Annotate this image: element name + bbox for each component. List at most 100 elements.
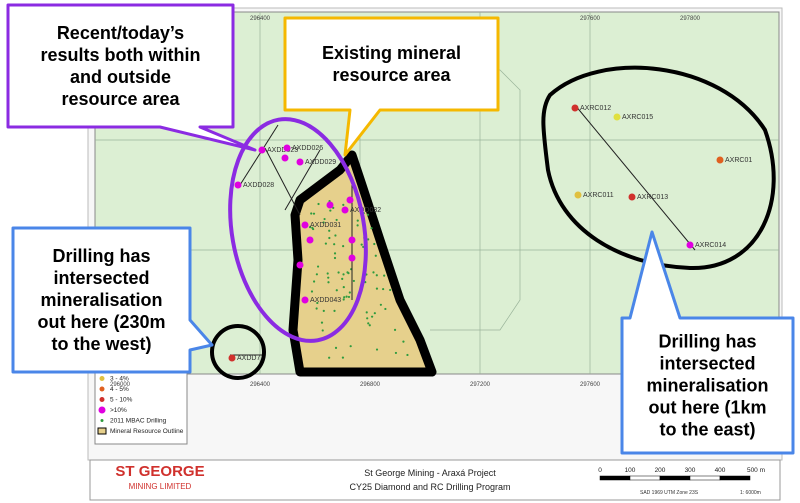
scale-label: 300 bbox=[685, 467, 696, 474]
mbac-hole bbox=[393, 328, 397, 332]
mbac-hole bbox=[310, 290, 314, 293]
mbac-hole bbox=[342, 203, 345, 206]
callout-text: intersected bbox=[659, 354, 755, 374]
scale-segment bbox=[659, 475, 691, 481]
recent-results-ring bbox=[228, 117, 368, 343]
mbac-hole bbox=[379, 303, 382, 306]
mbac-hole bbox=[321, 329, 324, 332]
mbac-hole bbox=[312, 280, 316, 283]
callout-box bbox=[283, 16, 500, 157]
title: St George Mining - Araxá Project bbox=[364, 468, 496, 478]
legend-label: 5 - 10% bbox=[110, 397, 133, 404]
drill-collar bbox=[301, 296, 309, 304]
mbac-hole bbox=[335, 289, 338, 292]
mbac-hole bbox=[349, 345, 352, 348]
mbac-hole bbox=[329, 209, 332, 212]
east-ring bbox=[541, 65, 776, 271]
mbac-hole bbox=[356, 224, 359, 227]
mbac-hole bbox=[348, 291, 351, 294]
callout-text: Recent/today’s bbox=[57, 23, 184, 43]
scale-bar: 0 100 200 300 400 500 m bbox=[598, 467, 765, 481]
mbac-hole bbox=[394, 351, 398, 355]
drill-collar bbox=[346, 196, 354, 204]
legend-symbol bbox=[99, 376, 105, 381]
mbac-hole bbox=[326, 272, 329, 275]
mbac-hole bbox=[334, 346, 338, 349]
bottom-tick: 296000 bbox=[110, 382, 131, 388]
mbac-hole bbox=[370, 315, 374, 318]
mbac-hole bbox=[312, 212, 316, 215]
callout-text: out here (1km bbox=[648, 398, 766, 418]
drill-collar bbox=[306, 236, 314, 244]
callout-text: resource area bbox=[332, 65, 451, 85]
legend-symbol bbox=[100, 419, 104, 422]
legend-symbol bbox=[99, 386, 105, 392]
legend-symbol bbox=[97, 427, 107, 435]
logo: ST GEORGE bbox=[115, 463, 204, 480]
hole-label: AXDD043 bbox=[310, 297, 341, 304]
callout-box bbox=[620, 230, 795, 455]
mbac-hole bbox=[366, 317, 369, 320]
scale-label: 0 bbox=[598, 467, 602, 474]
drill-collar bbox=[574, 191, 582, 199]
mbac-hole bbox=[317, 202, 320, 206]
top-tick: 296400 bbox=[250, 16, 271, 22]
mbac-hole bbox=[362, 245, 365, 249]
mbac-hole bbox=[384, 307, 387, 311]
ratio: 1: 6000m bbox=[740, 490, 761, 496]
drill-collar bbox=[234, 181, 242, 189]
drill-collar bbox=[283, 144, 291, 152]
mbac-hole bbox=[342, 298, 345, 301]
bottom-tick: 297600 bbox=[580, 382, 601, 388]
mbac-hole bbox=[310, 212, 313, 215]
west-ring bbox=[210, 324, 266, 380]
mbac-hole bbox=[328, 356, 331, 359]
mbac-hole bbox=[373, 242, 376, 246]
callout-text: to the west) bbox=[51, 334, 151, 354]
drill-collar bbox=[613, 113, 621, 121]
top-tick: 297600 bbox=[580, 16, 601, 22]
drill-collar bbox=[571, 104, 579, 112]
mbac-hole bbox=[322, 221, 325, 224]
mbac-hole bbox=[316, 301, 319, 305]
legend-label: 2011 MBAC Drilling bbox=[110, 418, 167, 425]
callout-box bbox=[11, 226, 214, 374]
callout-text: Existing mineral bbox=[322, 43, 461, 63]
mbac-hole bbox=[342, 286, 345, 289]
hole-label: AXDD028 bbox=[243, 182, 274, 189]
mbac-hole bbox=[337, 271, 340, 274]
mbac-hole bbox=[375, 348, 379, 351]
mbac-hole bbox=[347, 295, 351, 299]
callout-text: Drilling has bbox=[52, 246, 150, 266]
callout-text: mineralisation bbox=[646, 376, 768, 396]
mbac-hole bbox=[341, 356, 345, 359]
datum: SAD 1969 UTM Zone 23S bbox=[640, 490, 699, 496]
callout-text: results both within bbox=[41, 45, 201, 65]
mbac-hole bbox=[323, 217, 326, 221]
hole-label: AXRC013 bbox=[637, 194, 668, 201]
mbac-hole bbox=[341, 277, 344, 280]
scale-label: 500 m bbox=[747, 467, 765, 474]
drill-collar bbox=[326, 201, 334, 209]
scale-label: 200 bbox=[655, 467, 666, 474]
mbac-hole bbox=[374, 254, 377, 257]
mbac-hole bbox=[360, 243, 363, 246]
mbac-hole bbox=[327, 276, 330, 279]
mbac-hole bbox=[346, 271, 349, 274]
mbac-hole bbox=[352, 279, 355, 283]
legend-label: 3 - 4% bbox=[110, 376, 129, 383]
hole-label: AXDD031 bbox=[310, 222, 341, 229]
mbac-hole bbox=[327, 281, 330, 284]
mbac-hole bbox=[343, 296, 346, 299]
mbac-hole bbox=[382, 287, 385, 291]
mbac-hole bbox=[375, 274, 378, 277]
legend-label: >10% bbox=[110, 407, 127, 414]
drill-collar bbox=[301, 221, 309, 229]
drill-collar bbox=[258, 146, 266, 154]
drill-collar bbox=[341, 206, 349, 214]
mbac-hole bbox=[333, 309, 336, 312]
mbac-hole bbox=[333, 252, 337, 255]
mbac-hole bbox=[342, 245, 345, 248]
mbac-hole bbox=[389, 288, 392, 292]
